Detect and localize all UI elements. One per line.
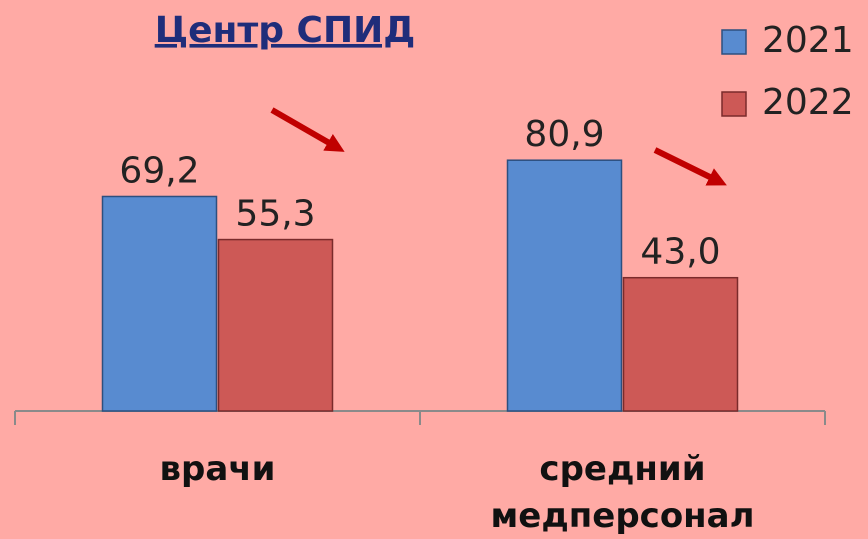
bar xyxy=(101,195,218,412)
legend-label: 2021 xyxy=(762,20,854,61)
value-label: 55,3 xyxy=(235,194,315,235)
chart-title: Центр СПИД xyxy=(155,10,416,51)
value-label: 69,2 xyxy=(119,150,199,191)
down-arrow xyxy=(270,107,345,152)
bar xyxy=(217,238,334,412)
legend-swatch xyxy=(721,29,747,55)
bar xyxy=(622,276,739,412)
down-arrow xyxy=(653,147,727,186)
bar xyxy=(506,159,623,412)
legend-label: 2022 xyxy=(762,82,854,123)
value-label: 43,0 xyxy=(640,232,720,273)
legend-swatch xyxy=(721,91,747,117)
x-tick-label: средний медперсонал xyxy=(490,449,755,536)
value-label: 80,9 xyxy=(524,114,604,155)
x-tick-label: врачи xyxy=(159,449,276,489)
